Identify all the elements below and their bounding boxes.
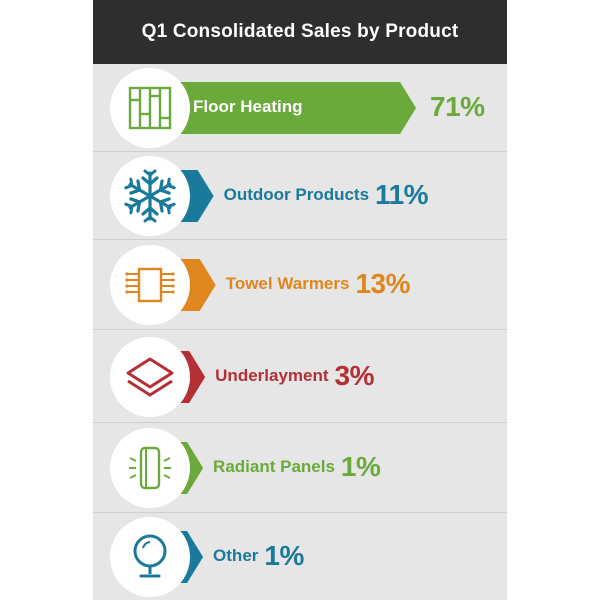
row-divider [93,239,507,240]
value-label: 1% [340,451,381,482]
category-label: Radiant Panels [213,457,335,476]
category-label: Underlayment [215,365,329,385]
page-title: Q1 Consolidated Sales by Product [141,21,459,42]
floor-heating-icon [128,86,172,130]
radiant-panel-icon [129,446,171,490]
product-row: Other 1% [93,513,507,600]
mirror-icon [133,534,167,577]
snowflake-icon [124,169,176,223]
icon-circle [110,336,190,417]
row-divider [93,329,507,330]
icon-circle [110,516,190,597]
value-label: 13% [355,268,411,299]
product-row: Floor Heating 71% [93,64,507,152]
icon-circle [110,68,190,148]
row-divider [93,422,507,423]
towel-warmer-icon [125,267,175,303]
icon-circle [110,156,190,236]
icon-circle [110,245,190,325]
category-label: Outdoor Products [223,185,370,204]
value-label: 3% [334,359,375,391]
header-bar: Q1 Consolidated Sales by Product [93,0,507,64]
bar [150,82,416,134]
row-divider [93,151,507,152]
infographic-card: Q1 Consolidated Sales by Product Floor H… [93,0,507,600]
category-label: Floor Heating [193,97,303,116]
value-label: 11% [375,179,429,210]
category-label: Other [213,545,259,565]
product-row: Underlayment 3% [93,330,507,423]
product-row: Towel Warmers 13% [93,240,507,330]
product-row: Radiant Panels 1% [93,423,507,513]
underlayment-layers-icon [126,357,174,396]
value-label: 71% [430,91,485,122]
row-divider [93,512,507,513]
product-row: Outdoor Products 11% [93,152,507,240]
value-label: 1% [264,539,304,571]
icon-circle [110,428,190,508]
category-label: Towel Warmers [225,274,350,293]
